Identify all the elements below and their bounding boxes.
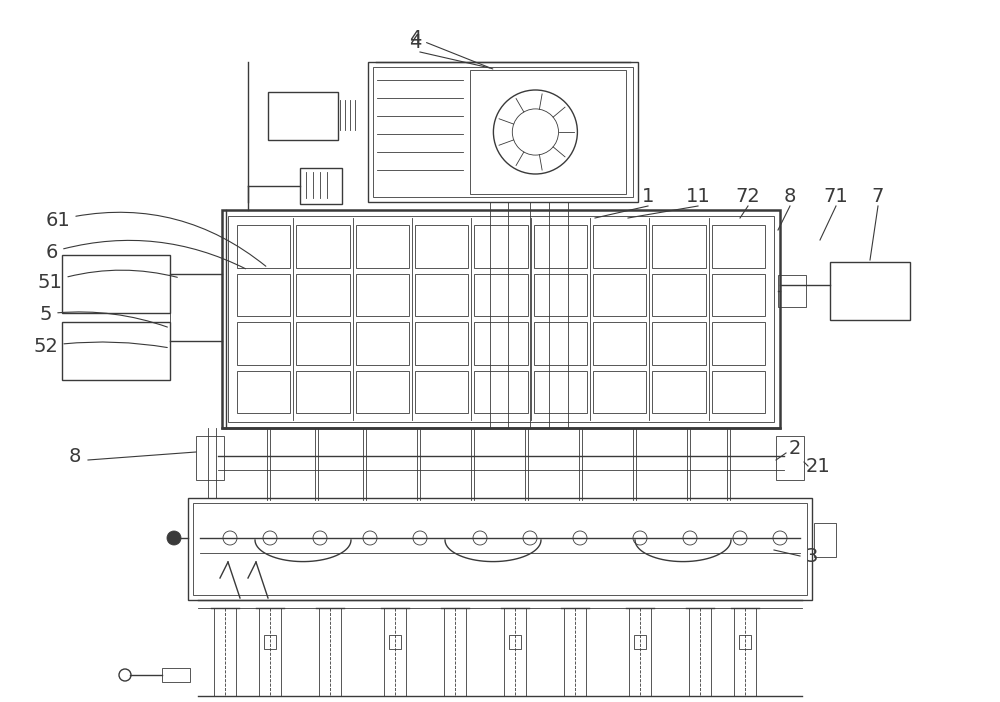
- Bar: [196, 436, 224, 480]
- Bar: [214, 608, 236, 696]
- Bar: [776, 436, 804, 480]
- Text: 71: 71: [824, 187, 848, 206]
- Bar: [504, 608, 526, 696]
- Bar: [593, 322, 646, 364]
- Bar: [712, 274, 765, 316]
- Text: 4: 4: [409, 29, 493, 69]
- Bar: [593, 371, 646, 413]
- Bar: [534, 225, 587, 267]
- Bar: [162, 668, 190, 682]
- Text: 1: 1: [642, 187, 654, 206]
- Bar: [62, 255, 170, 313]
- Text: 5: 5: [40, 305, 167, 327]
- Bar: [534, 371, 587, 413]
- Text: 8: 8: [69, 446, 81, 465]
- Bar: [509, 635, 521, 649]
- Bar: [228, 216, 774, 422]
- Bar: [593, 274, 646, 316]
- Text: 21: 21: [806, 456, 830, 475]
- Bar: [778, 275, 806, 307]
- Bar: [62, 322, 170, 380]
- Bar: [814, 523, 836, 557]
- Bar: [470, 70, 626, 194]
- Circle shape: [167, 531, 181, 545]
- Bar: [474, 322, 528, 364]
- Bar: [237, 274, 290, 316]
- Bar: [268, 92, 338, 140]
- Bar: [237, 225, 290, 267]
- Bar: [830, 262, 910, 320]
- Bar: [373, 67, 633, 197]
- Bar: [296, 274, 350, 316]
- Text: 4: 4: [409, 32, 421, 51]
- Bar: [356, 322, 409, 364]
- Bar: [319, 608, 341, 696]
- Bar: [188, 498, 812, 600]
- Bar: [389, 635, 401, 649]
- Bar: [534, 322, 587, 364]
- Bar: [259, 608, 281, 696]
- Text: 2: 2: [789, 439, 801, 458]
- Bar: [634, 635, 646, 649]
- Bar: [415, 225, 468, 267]
- Bar: [415, 371, 468, 413]
- Bar: [264, 635, 276, 649]
- Bar: [652, 371, 706, 413]
- Bar: [739, 635, 751, 649]
- Bar: [712, 371, 765, 413]
- Bar: [689, 608, 711, 696]
- Bar: [193, 503, 807, 595]
- Bar: [356, 225, 409, 267]
- Bar: [564, 608, 586, 696]
- Text: 72: 72: [736, 187, 760, 206]
- Bar: [237, 371, 290, 413]
- Bar: [356, 371, 409, 413]
- Text: 8: 8: [784, 187, 796, 206]
- Bar: [444, 608, 466, 696]
- Text: 52: 52: [34, 336, 167, 355]
- Bar: [474, 371, 528, 413]
- Bar: [652, 274, 706, 316]
- Bar: [296, 322, 350, 364]
- Bar: [384, 608, 406, 696]
- Bar: [629, 608, 651, 696]
- Bar: [237, 322, 290, 364]
- Bar: [368, 62, 638, 202]
- Bar: [296, 371, 350, 413]
- Bar: [415, 274, 468, 316]
- Bar: [222, 210, 780, 428]
- Bar: [534, 274, 587, 316]
- Bar: [296, 225, 350, 267]
- Text: 7: 7: [872, 187, 884, 206]
- Text: 11: 11: [686, 187, 710, 206]
- Bar: [652, 322, 706, 364]
- Bar: [712, 322, 765, 364]
- Bar: [300, 168, 342, 204]
- Bar: [652, 225, 706, 267]
- Bar: [593, 225, 646, 267]
- Bar: [712, 225, 765, 267]
- Bar: [474, 274, 528, 316]
- Bar: [734, 608, 756, 696]
- Text: 61: 61: [46, 211, 266, 266]
- Bar: [415, 322, 468, 364]
- Text: 3: 3: [806, 546, 818, 566]
- Bar: [356, 274, 409, 316]
- Text: 6: 6: [46, 240, 246, 269]
- Bar: [474, 225, 528, 267]
- Text: 51: 51: [38, 270, 177, 291]
